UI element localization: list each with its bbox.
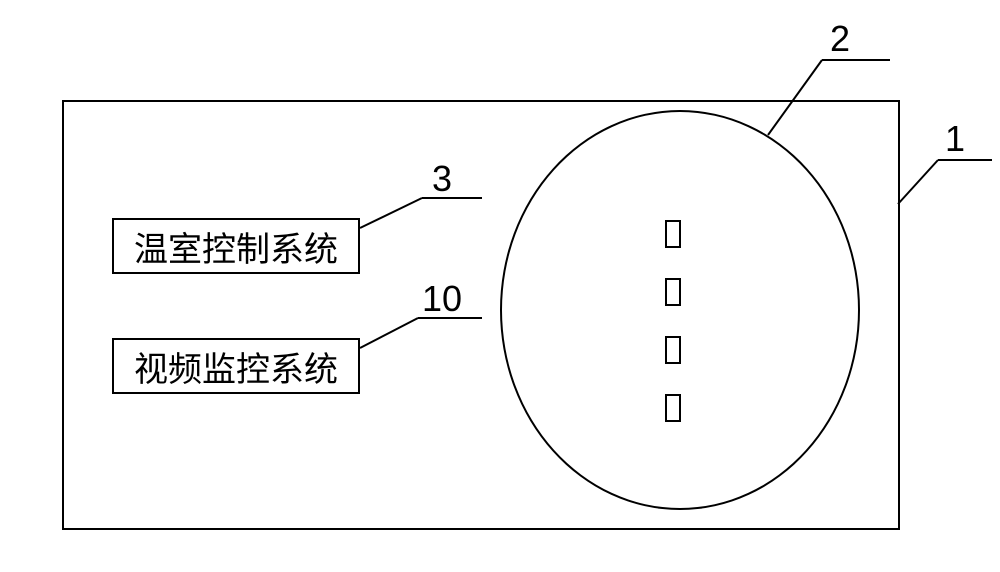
greenhouse-control-box: 温室控制系统 bbox=[112, 218, 360, 274]
callout-label-3: 3 bbox=[432, 158, 452, 200]
inner-rect-2 bbox=[665, 278, 681, 306]
ellipse-shape bbox=[500, 110, 860, 510]
callout-label-10: 10 bbox=[422, 278, 462, 320]
callout-label-2: 2 bbox=[830, 18, 850, 60]
inner-rect-1 bbox=[665, 220, 681, 248]
video-monitor-box: 视频监控系统 bbox=[112, 338, 360, 394]
callout-label-1: 1 bbox=[945, 118, 965, 160]
video-monitor-label: 视频监控系统 bbox=[134, 342, 338, 391]
greenhouse-control-label: 温室控制系统 bbox=[134, 222, 338, 271]
inner-rect-4 bbox=[665, 394, 681, 422]
inner-rect-3 bbox=[665, 336, 681, 364]
